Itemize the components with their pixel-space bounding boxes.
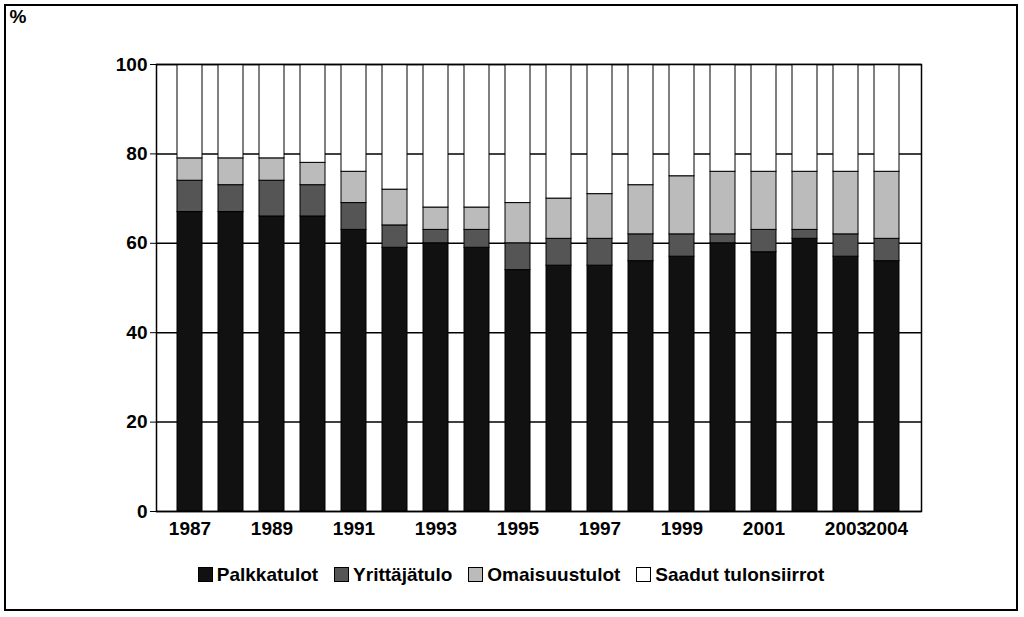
svg-text:60: 60 bbox=[126, 232, 147, 253]
html-text:Saadut tulonsiirrot: Saadut tulonsiirrot bbox=[655, 564, 825, 585]
svg-text:40: 40 bbox=[126, 322, 147, 343]
html-text:Yrittäjätulo: Yrittäjätulo bbox=[353, 564, 453, 585]
svg-text:1993: 1993 bbox=[415, 518, 457, 539]
svg-text:2004: 2004 bbox=[866, 518, 909, 539]
svg-text:2001: 2001 bbox=[743, 518, 786, 539]
svg-text:100: 100 bbox=[116, 54, 148, 75]
svg-text:2003: 2003 bbox=[825, 518, 867, 539]
svg-text:1991: 1991 bbox=[333, 518, 376, 539]
svg-text:1987: 1987 bbox=[169, 518, 211, 539]
svg-text:1989: 1989 bbox=[251, 518, 293, 539]
svg-text:1995: 1995 bbox=[497, 518, 540, 539]
svg-text:%: % bbox=[10, 6, 27, 27]
svg-text:20: 20 bbox=[126, 411, 147, 432]
svg-text:1999: 1999 bbox=[661, 518, 703, 539]
svg-text:1997: 1997 bbox=[579, 518, 621, 539]
svg-text:0: 0 bbox=[137, 501, 148, 522]
html-text:Palkkatulot: Palkkatulot bbox=[216, 564, 319, 585]
svg-text:80: 80 bbox=[126, 143, 147, 164]
html-text:Omaisuustulot: Omaisuustulot bbox=[487, 564, 621, 585]
